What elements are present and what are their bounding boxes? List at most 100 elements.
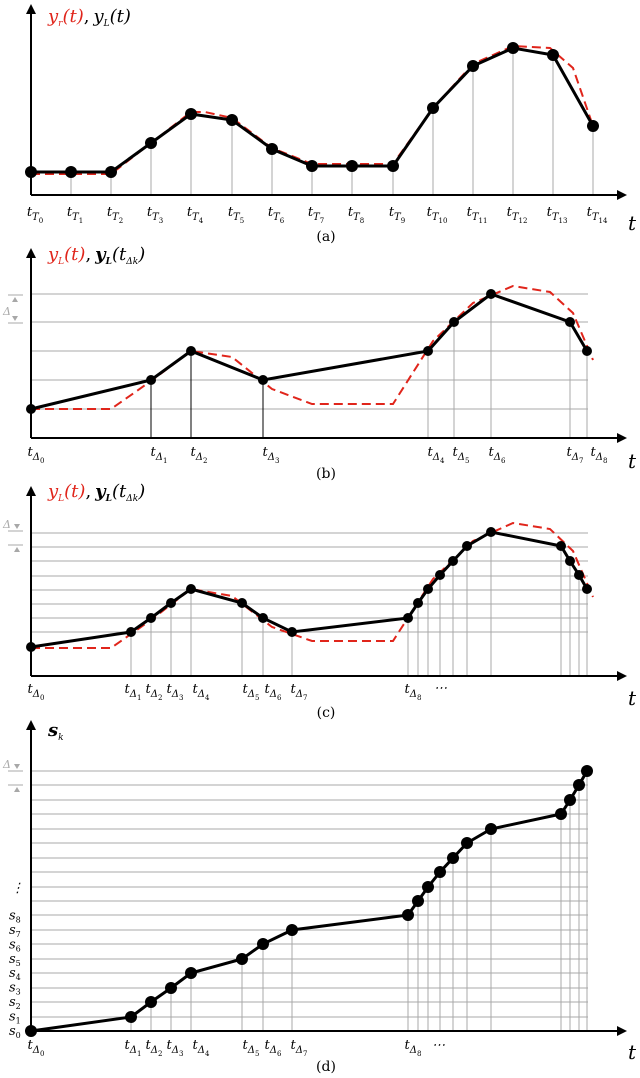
panel-a-point-1 <box>65 166 77 178</box>
panel-d-point-9 <box>412 895 424 907</box>
panel-b-point-5 <box>449 317 459 327</box>
panel-c-point-18 <box>582 584 592 594</box>
panel-b-tick-label-6: tΔ6 <box>489 445 506 465</box>
panel-a-point-8 <box>346 160 358 172</box>
panel-a-tick-label-14: tT14 <box>587 205 608 225</box>
panel-d-point-17 <box>573 779 585 791</box>
panel-c-tick-label-6: tΔ6 <box>265 682 282 702</box>
panel-d-y-tick-2: s2 <box>9 995 21 1011</box>
panel-c-point-1 <box>126 627 136 637</box>
panel-d-y-ellipsis: ⋮ <box>11 881 24 896</box>
panel-c-point-17 <box>574 570 584 580</box>
panel-b-tick-label-4: tΔ4 <box>428 445 445 465</box>
panel-b-axis-label: t <box>628 449 637 473</box>
panel-d-y-tick-8: s8 <box>9 908 21 924</box>
panel-b-point-3 <box>258 375 268 385</box>
panel-a-tick-label-9: tT9 <box>389 205 405 225</box>
panel-b-tick-label-1: tΔ1 <box>151 445 168 465</box>
panel-c-tick-label-8: tΔ8 <box>405 682 422 702</box>
panel-d-point-8 <box>402 909 414 921</box>
panel-c-caption: (c) <box>317 705 336 721</box>
panel-b-points <box>26 289 592 414</box>
panel-c-point-9 <box>413 598 423 608</box>
panel-d-y-tick-6: s6 <box>9 937 21 953</box>
panel-c-point-15 <box>556 541 566 551</box>
panel-c-point-7 <box>287 627 297 637</box>
panel-d-title: sk <box>47 720 64 743</box>
panel-b-tick-label-2: tΔ2 <box>191 445 208 465</box>
panel-b-tick-label-0: tΔ0 <box>28 445 45 465</box>
panel-d-y-tick-3: s3 <box>9 981 21 997</box>
panel-a-title-black: yL(t) <box>93 6 131 29</box>
panel-b-tick-label-7: tΔ7 <box>567 445 584 465</box>
panel-d-points <box>25 765 593 1037</box>
panel-a-point-2 <box>105 166 117 178</box>
panel-d-point-1 <box>125 1011 137 1023</box>
panel-d-tick-label-4: tΔ4 <box>193 1038 210 1058</box>
panel-d-point-10 <box>422 881 434 893</box>
panel-a-linear-curve <box>31 46 595 174</box>
panel-c-delta-label: Δ <box>2 518 11 531</box>
panel-d-point-15 <box>555 808 567 820</box>
panel-c-title: yL(t), yL(tΔk) <box>47 481 145 504</box>
panel-a-point-0 <box>25 166 37 178</box>
panel-a-title-sep: , <box>84 6 90 27</box>
panel-a-tick-label-11: tT11 <box>467 205 488 225</box>
panel-d-tick-label-6: tΔ6 <box>265 1038 282 1058</box>
panel-d-point-3 <box>165 982 177 994</box>
panel-a-point-14 <box>587 120 599 132</box>
panel-d-y-tick-4: s4 <box>9 966 21 982</box>
panel-b-title-black: yL(tΔk) <box>94 244 145 267</box>
panel-b-delta-marker: Δ <box>2 294 23 324</box>
panel-b-point-2 <box>186 346 196 356</box>
panel-d-ellipsis: ⋯ <box>432 1038 445 1053</box>
panel-b-tick-label-5: tΔ5 <box>453 445 470 465</box>
panel-d-point-4 <box>185 967 197 979</box>
panel-c-point-4 <box>186 584 196 594</box>
panel-b-point-8 <box>582 346 592 356</box>
panel-c-tick-label-1: tΔ1 <box>125 682 142 702</box>
panel-c-point-14 <box>486 527 496 537</box>
panel-c-point-13 <box>462 541 472 551</box>
panel-b-tick-label-3: tΔ3 <box>263 445 280 465</box>
panel-d-quantization-levels <box>31 770 588 1018</box>
panel-a-tick-label-10: tT10 <box>427 205 448 225</box>
panel-b-title: yL(t), yL(tΔk) <box>47 244 145 267</box>
panel-c-point-12 <box>448 556 458 566</box>
panel-c-point-8 <box>403 613 413 623</box>
panel-a-point-3 <box>145 137 157 149</box>
panel-c-point-16 <box>565 556 575 566</box>
panel-a-tick-label-2: tT2 <box>107 205 123 225</box>
panel-d-point-16 <box>564 794 576 806</box>
panel-d-point-6 <box>257 938 269 950</box>
panel-d-y-tick-7: s7 <box>9 923 21 939</box>
panel-c-tick-label-5: tΔ5 <box>243 682 260 702</box>
panel-b: tΔ0 tΔ1 tΔ2 tΔ3 tΔ4 tΔ5 tΔ6 tΔ7 tΔ8 Δ yL(t), yL(t… <box>2 244 637 482</box>
panel-a-tick-label-12: tT12 <box>507 205 528 225</box>
panel-d-point-11 <box>434 866 446 878</box>
panel-a-point-6 <box>266 143 278 155</box>
panel-d-gridlines <box>130 771 588 1031</box>
panel-d-delta-marker: Δ <box>2 758 23 792</box>
panel-c-title-red: yL(t) <box>47 481 85 504</box>
panel-b-linear-curve <box>31 284 594 410</box>
panel-c-point-5 <box>237 598 247 608</box>
panel-c-tick-label-7: tΔ7 <box>291 682 308 702</box>
panel-c-axis-label: t <box>628 686 637 710</box>
panel-d-y-tick-1: s1 <box>9 1010 21 1026</box>
panel-a-point-10 <box>427 102 439 114</box>
panel-b-quantization-levels <box>31 293 588 410</box>
panel-b-caption: (b) <box>316 466 336 482</box>
panel-d-tick-label-1: tΔ1 <box>125 1038 142 1058</box>
panel-c-quantization-levels <box>31 532 588 633</box>
panel-d-point-0 <box>25 1025 37 1037</box>
panel-c-point-6 <box>258 613 268 623</box>
panel-a-tick-label-6: tT6 <box>268 205 285 225</box>
panel-d-delta-label: Δ <box>2 758 11 771</box>
panel-a-tick-label-7: tT7 <box>308 205 324 225</box>
panel-d-point-2 <box>145 996 157 1008</box>
